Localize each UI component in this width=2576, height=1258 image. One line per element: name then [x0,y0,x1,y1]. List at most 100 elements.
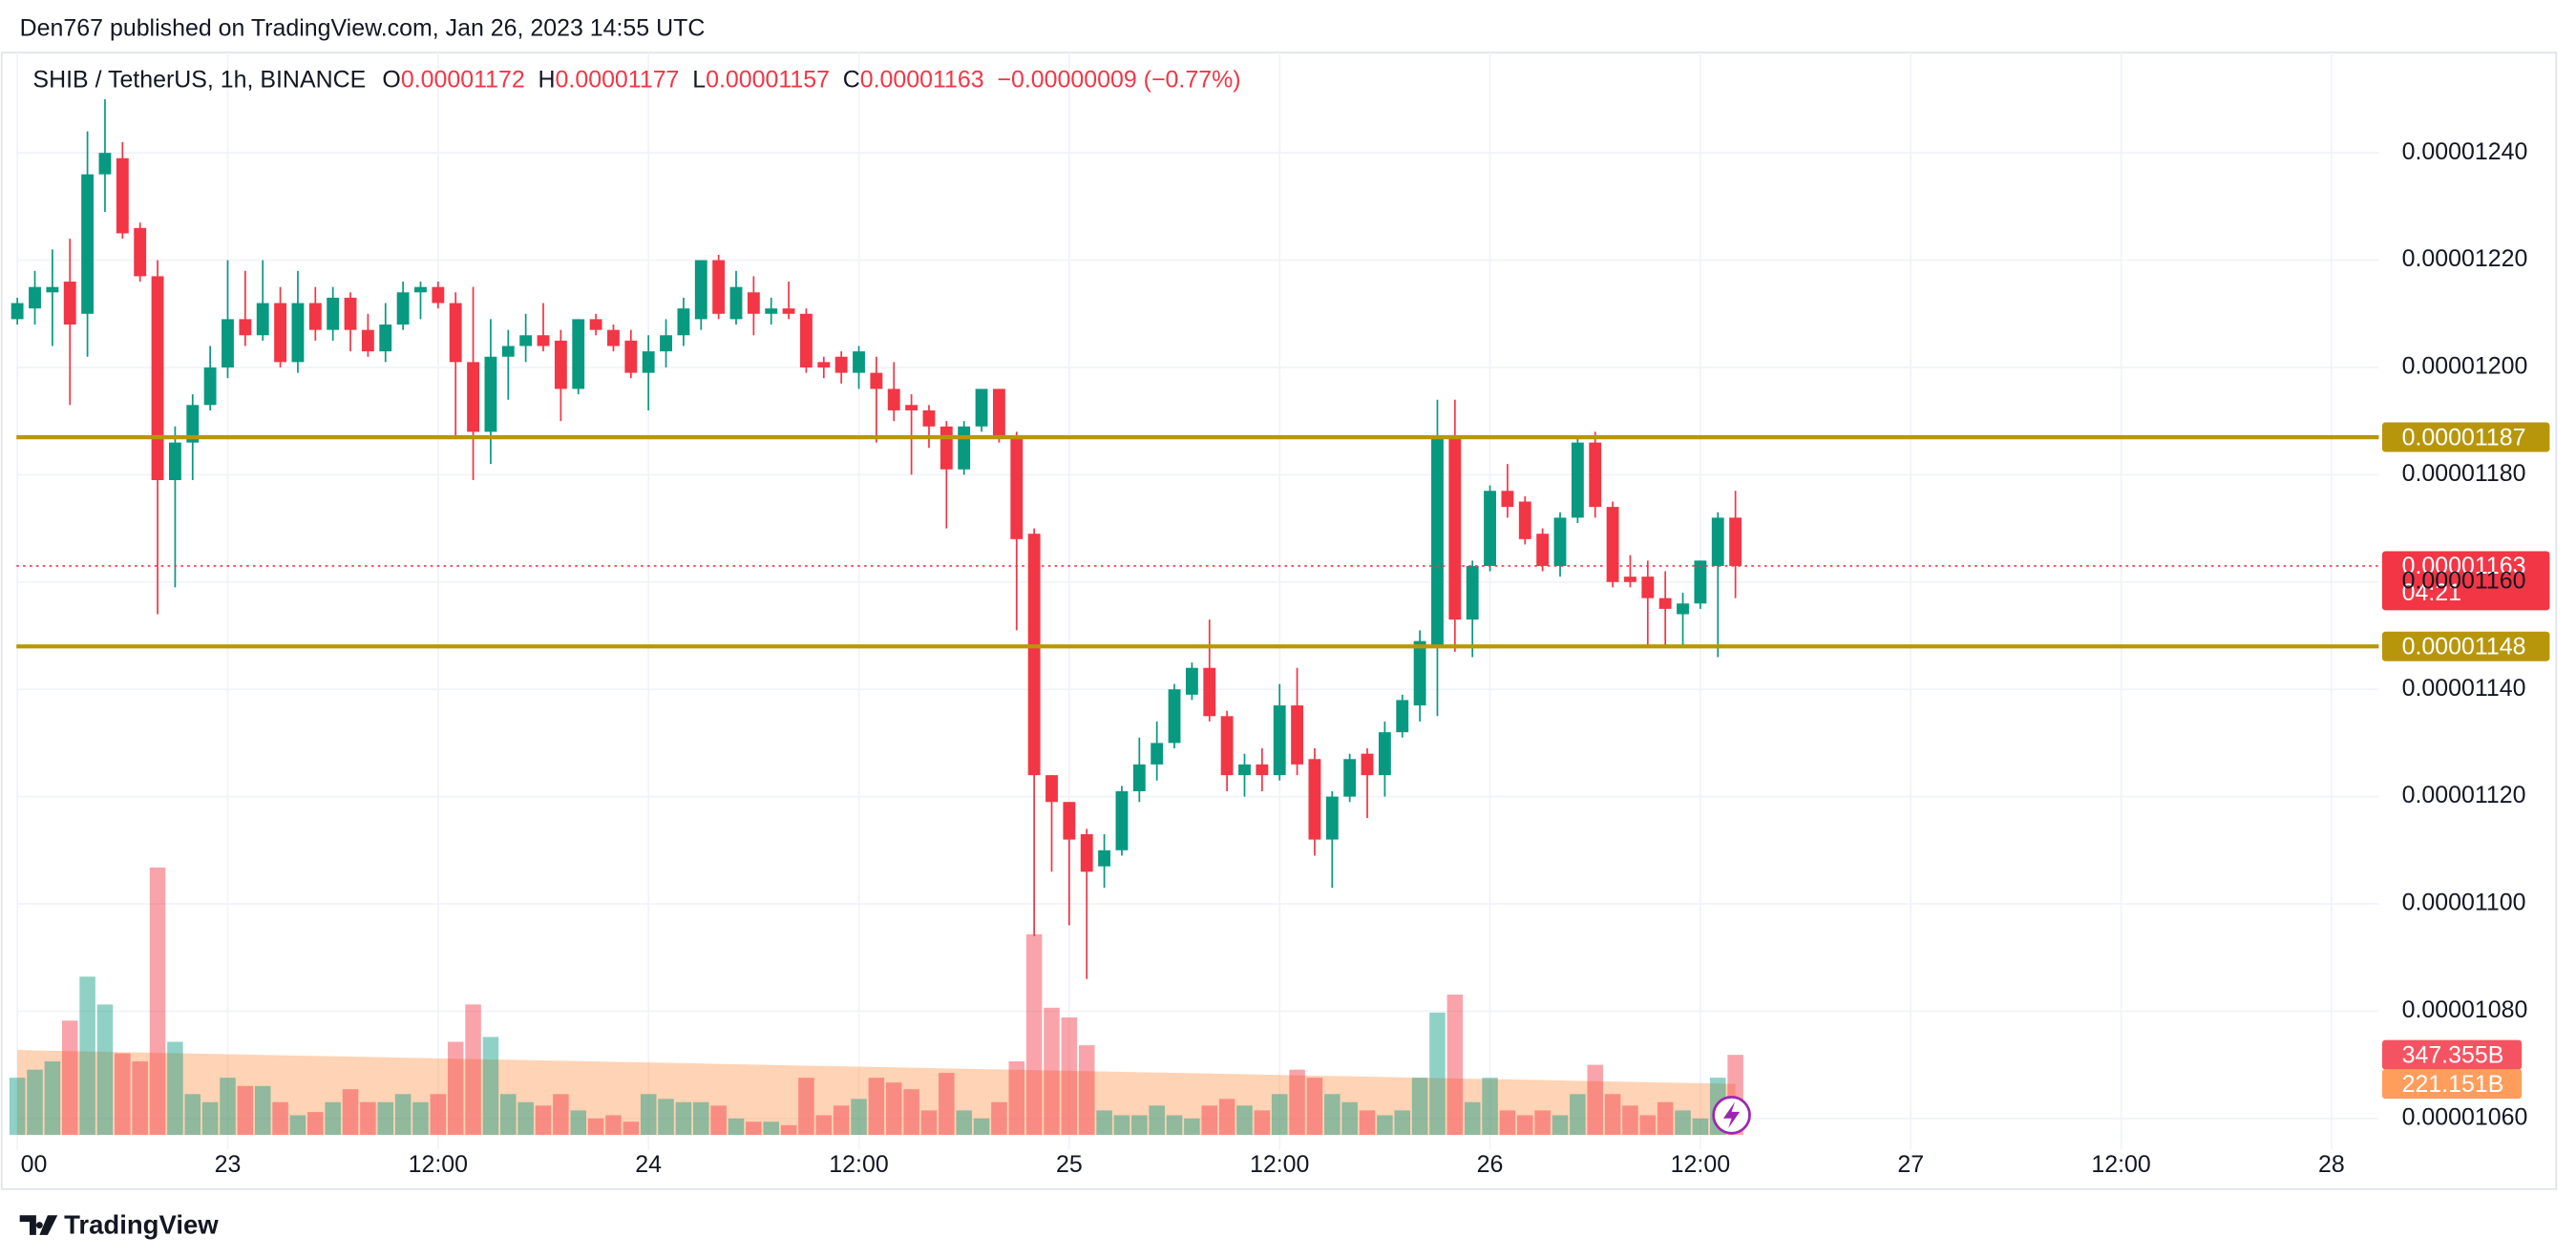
volume-bar [1113,1115,1130,1135]
volume-bar [517,1101,534,1135]
volume-bar [675,1101,692,1135]
volume-bar [1359,1110,1376,1135]
candle-body [1168,689,1181,744]
legend-value: 0.00001157 [706,66,830,93]
volume-bar [710,1105,727,1135]
x-tick-label: 27 [1897,1151,1924,1178]
candle-body [1080,833,1093,872]
volume-bar [991,1101,1007,1135]
legend-key: H [538,66,556,93]
candle-body [291,303,305,363]
volume-bar [237,1085,254,1135]
candle-body [1553,517,1567,566]
volume-bar [1201,1105,1218,1135]
candle-body [975,388,988,427]
y-tick-label: 0.00001080 [2402,996,2528,1023]
candle-body [905,405,918,410]
volume-ma-tag [2381,1069,2523,1100]
volume-bar [149,867,166,1135]
candle-body [134,227,147,277]
volume-bar [1236,1105,1253,1135]
candle-body [1151,743,1164,765]
volume-bar [96,1004,114,1135]
x-tick-label: 23 [215,1151,242,1178]
axes: 0.00001060 0.00001080 0.00001100 0.00001120… [21,138,2528,1178]
volume-bar [693,1101,709,1135]
volume-bar [1429,1012,1446,1135]
level-label: 0.00001148 [2402,634,2526,660]
volume-bar [1675,1110,1691,1135]
volume-bar [1464,1101,1481,1135]
x-tick-label: 12:00 [1250,1151,1309,1178]
y-tick-label: 0.00001240 [2402,138,2528,165]
volume-bar [1271,1094,1288,1135]
candle-body [239,319,252,336]
y-tick-label: 0.00001220 [2402,245,2528,272]
candle-body [1448,437,1462,620]
candle-body [572,319,585,389]
y-tick-label: 0.00001100 [2402,890,2526,916]
volume-bar [851,1099,867,1135]
volume-bar [1166,1115,1183,1135]
last-price-tag [2381,551,2550,611]
x-tick-label: 28 [2318,1151,2345,1178]
volume-bar [1482,1078,1498,1135]
candle-body [256,303,269,336]
candle-body [344,297,357,330]
volume-bar [920,1110,938,1135]
x-tick-label: 12:00 [1671,1151,1730,1178]
candle-body [63,282,76,325]
candle-body [800,313,813,367]
volume-bar [360,1101,376,1135]
volume-ma-area [17,1050,1736,1135]
candle-body [1098,849,1111,867]
candle-body [1256,764,1269,776]
candle-body [1711,517,1724,566]
volume-label: 347.355B [2402,1041,2504,1068]
volume-pane [9,867,1743,1135]
volume-bar [1692,1118,1709,1135]
volume-bar [1570,1094,1586,1135]
candle-body [589,319,602,330]
candle-body [203,367,217,406]
volume-bar [394,1094,412,1135]
legend-value: 0.00001172 [401,66,525,93]
y-tick-label: 0.00001160 [2402,567,2526,594]
x-tick-label: 26 [1477,1151,1504,1178]
candle-body [361,329,374,352]
candle-body [642,351,655,373]
candle-body [1027,534,1041,776]
candle-body [660,335,672,352]
volume-bar [1622,1105,1638,1135]
x-tick-label: 00 [21,1151,48,1178]
candle-body [834,356,848,373]
volume-bar [1149,1105,1165,1135]
y-tick-label: 0.00001200 [2402,353,2528,380]
candle-body [484,356,497,432]
candle-body [958,426,971,470]
volume-bar [833,1105,850,1135]
volume-bar [447,1041,464,1135]
volume-bar [587,1118,604,1135]
candle-body [396,292,410,325]
candle-body [11,303,24,320]
candle-body [1677,603,1689,615]
candle-body [992,388,1005,438]
candle-body [519,335,533,346]
volume-bar [1025,933,1043,1135]
replay-icon[interactable] [1712,1096,1751,1135]
volume-bar [605,1115,622,1135]
level-tag [2381,422,2550,452]
y-tick-label: 0.00001180 [2402,460,2526,487]
volume-bar [61,1020,78,1135]
legend-value: 0.00001177 [556,66,680,93]
candle-body [308,303,322,330]
volume-bar [289,1115,306,1135]
legend-change: −0.00000009 (−0.77%) [997,66,1240,93]
candle-body [1589,442,1602,508]
volume-bar [377,1101,394,1135]
volume-bar [184,1094,201,1135]
candles [11,98,1742,979]
